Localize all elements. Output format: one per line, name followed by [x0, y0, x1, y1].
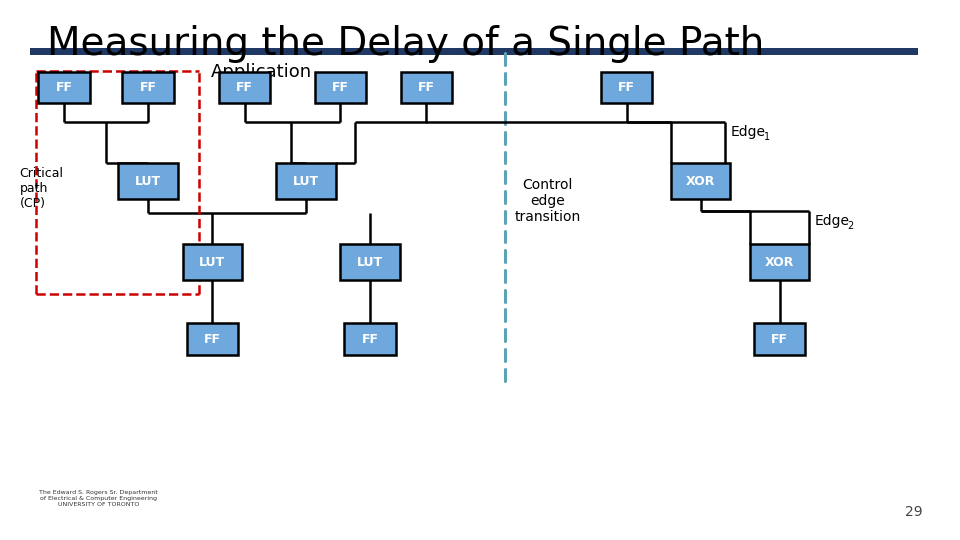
Text: XOR: XOR: [686, 174, 715, 188]
Text: FF: FF: [362, 333, 378, 346]
FancyBboxPatch shape: [750, 244, 809, 280]
Text: LUT: LUT: [199, 255, 226, 268]
Text: FF: FF: [332, 81, 349, 94]
FancyBboxPatch shape: [345, 323, 396, 355]
FancyBboxPatch shape: [182, 244, 242, 280]
Text: FF: FF: [771, 333, 788, 346]
Text: 29: 29: [905, 505, 923, 519]
FancyBboxPatch shape: [601, 72, 652, 103]
Text: FF: FF: [139, 81, 156, 94]
FancyBboxPatch shape: [219, 72, 271, 103]
Text: 2: 2: [848, 221, 854, 231]
Text: FF: FF: [56, 81, 73, 94]
Bar: [30, 48, 918, 55]
Text: Control
edge
transition: Control edge transition: [515, 178, 581, 224]
FancyBboxPatch shape: [400, 72, 452, 103]
FancyBboxPatch shape: [315, 72, 366, 103]
Text: LUT: LUT: [135, 174, 161, 188]
FancyBboxPatch shape: [122, 72, 174, 103]
FancyBboxPatch shape: [671, 164, 731, 199]
FancyBboxPatch shape: [118, 164, 178, 199]
Text: LUT: LUT: [293, 174, 319, 188]
Text: 1: 1: [764, 132, 770, 142]
Text: Edge: Edge: [731, 125, 765, 139]
FancyBboxPatch shape: [38, 72, 90, 103]
FancyBboxPatch shape: [276, 164, 336, 199]
Text: FF: FF: [618, 81, 636, 94]
Text: FF: FF: [204, 333, 221, 346]
Text: Measuring the Delay of a Single Path: Measuring the Delay of a Single Path: [47, 25, 764, 63]
Text: FF: FF: [418, 81, 435, 94]
Text: XOR: XOR: [765, 255, 794, 268]
FancyBboxPatch shape: [754, 323, 805, 355]
Text: Application: Application: [211, 63, 312, 81]
Text: FF: FF: [236, 81, 253, 94]
FancyBboxPatch shape: [341, 244, 399, 280]
Text: Edge: Edge: [814, 214, 850, 228]
FancyBboxPatch shape: [186, 323, 238, 355]
Text: The Edward S. Rogers Sr. Department
of Electrical & Computer Engineering
UNIVERS: The Edward S. Rogers Sr. Department of E…: [39, 490, 158, 507]
Text: Critical
path
(CP): Critical path (CP): [20, 167, 63, 210]
Text: LUT: LUT: [357, 255, 383, 268]
